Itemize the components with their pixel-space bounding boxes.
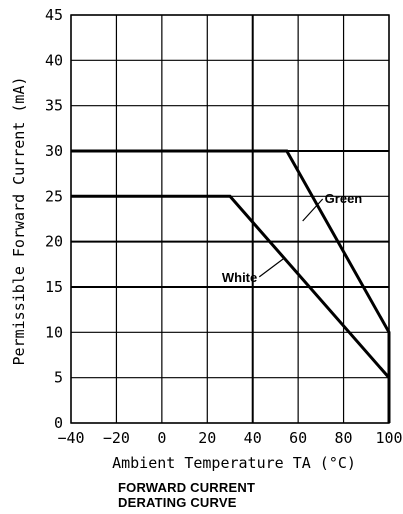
x-axis-label: Ambient Temperature TA (°C) (112, 454, 356, 472)
grid (70, 14, 390, 424)
caption-line-1: FORWARD CURRENT (118, 480, 256, 495)
axes (70, 14, 390, 424)
x-tick-label: 20 (198, 429, 216, 447)
chart-caption: FORWARD CURRENT DERATING CURVE (118, 480, 255, 510)
y-tick-label: 45 (45, 6, 63, 24)
x-tick-label: 80 (335, 429, 353, 447)
y-tick-label: 40 (45, 51, 63, 69)
tick-labels: −40 −20 0 20 40 60 80 100 0 5 10 15 20 25 30 35 40 45 (45, 6, 403, 447)
series-label-green: Green (325, 191, 363, 206)
green-leader-line (302, 198, 324, 222)
y-tick-label: 30 (45, 142, 63, 160)
series-line-white (71, 194, 391, 423)
series-annotations: Green White (222, 191, 362, 285)
derating-chart: −40 −20 0 20 40 60 80 100 0 5 10 15 20 25 30 35 40 45 Amb… (10, 6, 403, 472)
x-tick-label: −40 (57, 429, 84, 447)
x-tick-label: 60 (289, 429, 307, 447)
plot-frame (70, 14, 390, 424)
series-label-white: White (222, 270, 257, 285)
y-axis-label: Permissible Forward Current (mA) (10, 77, 28, 366)
series-lines (71, 149, 391, 423)
white-leader-line (258, 258, 284, 278)
x-tick-label: 40 (244, 429, 262, 447)
y-tick-label: 10 (45, 323, 63, 341)
y-tick-label: 5 (54, 369, 63, 387)
x-tick-label: 0 (157, 429, 166, 447)
y-tick-label: 15 (45, 278, 63, 296)
caption-line-2: DERATING CURVE (118, 495, 237, 510)
y-tick-label: 0 (54, 414, 63, 432)
y-tick-label: 25 (45, 187, 63, 205)
x-tick-label: 100 (375, 429, 402, 447)
y-tick-label: 20 (45, 233, 63, 251)
y-tick-label: 35 (45, 97, 63, 115)
x-tick-label: −20 (103, 429, 130, 447)
